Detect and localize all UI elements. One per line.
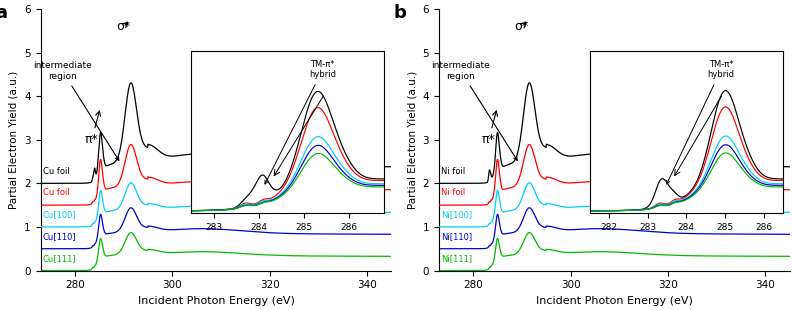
Text: Cu[110]: Cu[110] [43, 232, 76, 241]
Text: π*: π* [85, 111, 101, 146]
Text: intermediate
region: intermediate region [33, 61, 119, 160]
Text: Ni[111]: Ni[111] [441, 254, 472, 263]
Text: Cu[100]: Cu[100] [43, 210, 76, 219]
Text: Cu foil: Cu foil [43, 166, 70, 175]
Text: σ*: σ* [116, 20, 130, 33]
Text: Ni foil: Ni foil [441, 188, 465, 197]
Text: Ni[100]: Ni[100] [441, 210, 472, 219]
Text: σ*: σ* [515, 20, 529, 33]
Text: π*: π* [482, 111, 498, 146]
Text: Ni foil: Ni foil [441, 166, 465, 175]
Text: Cu[111]: Cu[111] [43, 254, 76, 263]
Y-axis label: Partial Electron Yield (a.u.): Partial Electron Yield (a.u.) [9, 71, 18, 209]
Text: Cu foil: Cu foil [43, 188, 70, 197]
X-axis label: Incident Photon Energy (eV): Incident Photon Energy (eV) [536, 296, 693, 306]
X-axis label: Incident Photon Energy (eV): Incident Photon Energy (eV) [137, 296, 295, 306]
Text: a: a [0, 4, 7, 22]
Text: intermediate
region: intermediate region [431, 61, 517, 160]
Text: Ni[110]: Ni[110] [441, 232, 472, 241]
Y-axis label: Partial Electron Yield (a.u.): Partial Electron Yield (a.u.) [407, 71, 417, 209]
Text: b: b [393, 4, 407, 22]
